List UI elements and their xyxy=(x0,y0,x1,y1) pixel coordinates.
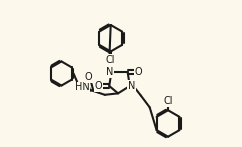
Text: O: O xyxy=(84,72,92,82)
Text: N: N xyxy=(128,81,136,91)
Text: Cl: Cl xyxy=(106,55,115,65)
Text: O: O xyxy=(135,67,142,77)
Text: Cl: Cl xyxy=(163,96,173,106)
Text: HN: HN xyxy=(75,82,90,92)
Text: N: N xyxy=(106,67,113,77)
Text: O: O xyxy=(95,81,102,91)
